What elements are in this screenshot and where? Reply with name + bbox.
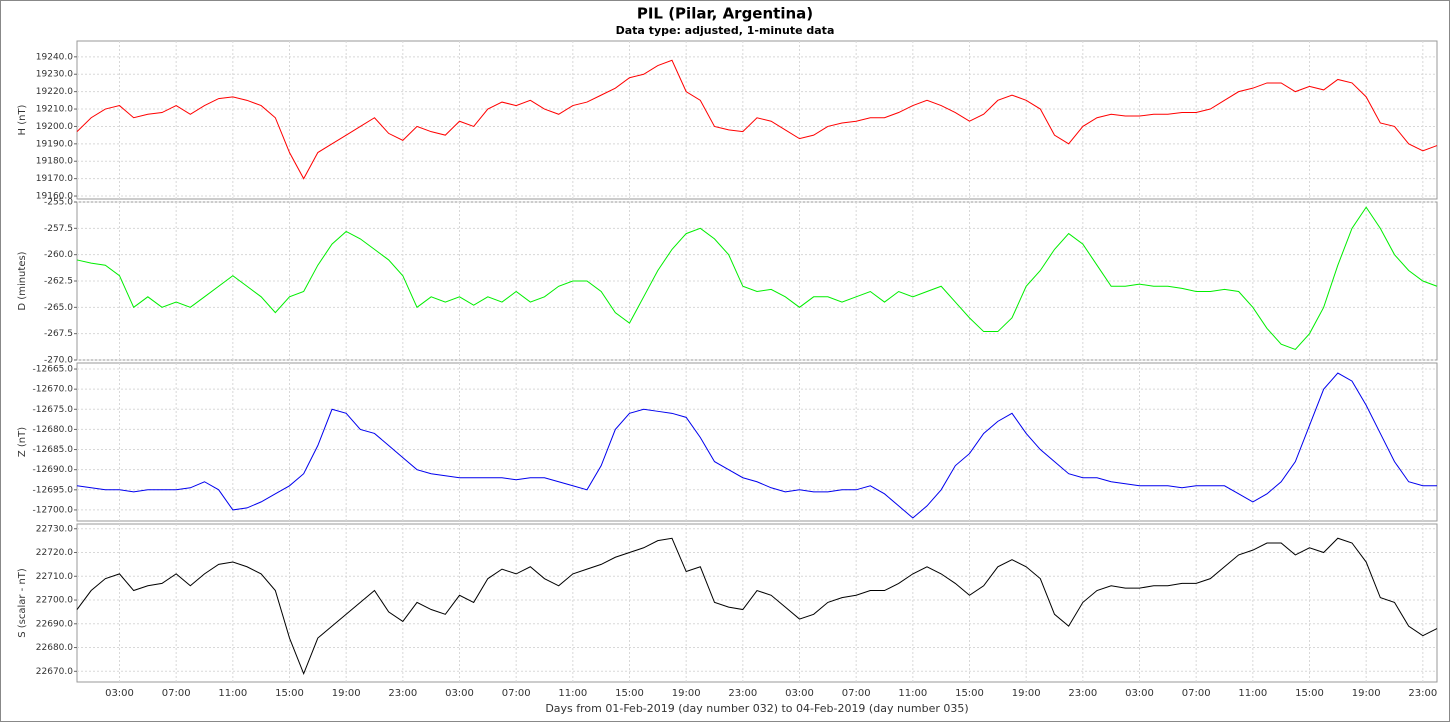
chart-title: PIL (Pilar, Argentina) (637, 5, 813, 23)
y-tick-label: -267.5 (44, 329, 73, 339)
y-tick-label: -12675.0 (33, 405, 74, 415)
y-tick-label: -12685.0 (33, 445, 74, 455)
x-tick-label: 03:00 (1125, 688, 1154, 699)
y-tick-label: 22670.0 (36, 667, 73, 677)
x-tick-label: 15:00 (275, 688, 304, 699)
x-tick-label: 03:00 (785, 688, 814, 699)
x-tick-label: 11:00 (558, 688, 587, 699)
panel (76, 362, 1438, 522)
y-axis-label: D (minutes) (17, 251, 28, 310)
data-line (76, 206, 1438, 351)
x-tick-label: 23:00 (1068, 688, 1097, 699)
x-tick-label: 19:00 (672, 688, 701, 699)
x-tick-label: 19:00 (1012, 688, 1041, 699)
y-tick-label: 19190.0 (36, 139, 73, 149)
x-tick-label: 23:00 (728, 688, 757, 699)
x-tick-label: 23:00 (388, 688, 417, 699)
y-tick-label: 22690.0 (36, 619, 73, 629)
x-tick-label: 03:00 (445, 688, 474, 699)
x-tick-label: 07:00 (502, 688, 531, 699)
y-tick-label: -260.0 (44, 250, 73, 260)
x-tick-label: 23:00 (1408, 688, 1437, 699)
x-tick-label: 19:00 (332, 688, 361, 699)
x-tick-label: 15:00 (955, 688, 984, 699)
data-line (76, 372, 1437, 519)
y-tick-label: 22700.0 (36, 596, 73, 606)
panel (76, 523, 1438, 683)
y-tick-label: -257.5 (44, 224, 73, 234)
y-tick-label: 22720.0 (36, 548, 73, 558)
x-tick-label: 07:00 (162, 688, 191, 699)
y-tick-label: 19160.0 (36, 192, 73, 202)
x-axis-label: Days from 01-Feb-2019 (day number 032) t… (545, 702, 968, 715)
x-tick-label: 19:00 (1352, 688, 1381, 699)
y-tick-label: 22710.0 (36, 572, 73, 582)
y-tick-label: -12690.0 (33, 465, 74, 475)
panel (76, 40, 1438, 200)
x-tick-label: 15:00 (615, 688, 644, 699)
x-tick-label: 11:00 (898, 688, 927, 699)
y-tick-label: -12695.0 (33, 485, 74, 495)
x-tick-label: 11:00 (218, 688, 247, 699)
y-tick-label: 19200.0 (36, 122, 73, 132)
x-tick-label: 03:00 (105, 688, 134, 699)
y-tick-label: 19240.0 (36, 52, 73, 62)
y-tick-label: 22730.0 (36, 524, 73, 534)
x-tick-label: 11:00 (1238, 688, 1267, 699)
y-tick-label: -12680.0 (33, 425, 74, 435)
y-tick-label: -262.5 (44, 277, 73, 287)
data-line (76, 537, 1438, 676)
y-tick-label: -265.0 (44, 303, 73, 313)
y-tick-label: 19210.0 (36, 105, 73, 115)
y-axis-label: S (scalar - nT) (17, 568, 28, 638)
y-tick-label: -12670.0 (33, 385, 74, 395)
chart-subtitle: Data type: adjusted, 1-minute data (616, 24, 835, 37)
y-tick-label: 19230.0 (36, 70, 73, 80)
y-tick-label: 19180.0 (36, 157, 73, 167)
data-line (76, 59, 1438, 180)
y-tick-label: -12700.0 (33, 505, 74, 515)
y-axis-label: H (nT) (17, 104, 28, 135)
x-tick-label: 07:00 (1182, 688, 1211, 699)
y-axis-label: Z (nT) (17, 427, 28, 457)
y-tick-label: -270.0 (44, 356, 73, 366)
y-tick-label: 22680.0 (36, 643, 73, 653)
x-tick-label: 15:00 (1295, 688, 1324, 699)
y-tick-label: 19220.0 (36, 87, 73, 97)
y-tick-label: -255.0 (44, 198, 73, 208)
y-tick-label: -12665.0 (33, 365, 74, 375)
y-tick-label: 19170.0 (36, 174, 73, 184)
x-tick-label: 07:00 (842, 688, 871, 699)
